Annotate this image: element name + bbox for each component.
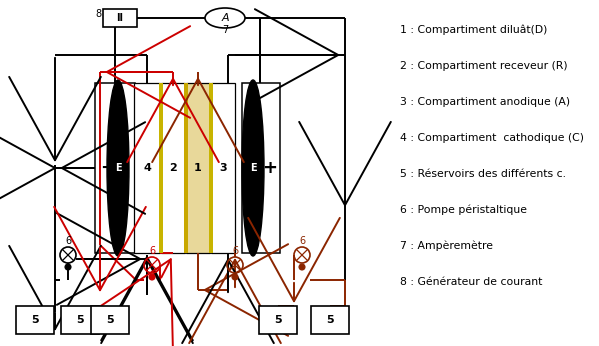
Text: 5: 5 bbox=[106, 315, 114, 325]
Text: 7 : Ampèremètre: 7 : Ampèremètre bbox=[400, 241, 493, 251]
Text: E: E bbox=[114, 163, 122, 173]
Text: 2: 2 bbox=[169, 163, 177, 173]
Bar bbox=[103, 9, 137, 27]
Circle shape bbox=[232, 274, 238, 280]
Text: II: II bbox=[116, 13, 123, 23]
Text: 5: 5 bbox=[31, 315, 39, 325]
Text: 6 : Pompe péristaltique: 6 : Pompe péristaltique bbox=[400, 205, 527, 215]
Ellipse shape bbox=[205, 8, 245, 28]
Text: 4: 4 bbox=[143, 163, 151, 173]
Bar bbox=[95, 83, 135, 253]
Text: 6: 6 bbox=[299, 236, 305, 246]
Ellipse shape bbox=[242, 80, 264, 256]
Text: 5: 5 bbox=[76, 315, 84, 325]
Text: 5: 5 bbox=[274, 315, 282, 325]
Text: 2 : Compartiment receveur (R): 2 : Compartiment receveur (R) bbox=[400, 61, 568, 71]
Circle shape bbox=[65, 264, 71, 270]
Ellipse shape bbox=[107, 80, 129, 256]
Text: 8 : Générateur de courant: 8 : Générateur de courant bbox=[400, 277, 542, 287]
Text: 6: 6 bbox=[149, 246, 155, 256]
Text: 5: 5 bbox=[326, 315, 334, 325]
Text: 5 : Réservoirs des différents c.: 5 : Réservoirs des différents c. bbox=[400, 169, 566, 179]
Text: 7: 7 bbox=[222, 25, 228, 35]
Bar bbox=[184, 83, 188, 253]
Text: 6: 6 bbox=[232, 246, 238, 256]
Text: 1 : Compartiment diluât(D): 1 : Compartiment diluât(D) bbox=[400, 25, 547, 35]
Bar bbox=[161, 83, 185, 253]
Bar bbox=[61, 306, 99, 334]
Circle shape bbox=[299, 264, 305, 270]
Bar bbox=[259, 306, 297, 334]
Bar bbox=[16, 306, 54, 334]
Bar bbox=[211, 83, 235, 253]
Text: 8: 8 bbox=[95, 9, 101, 19]
Text: −: − bbox=[100, 159, 115, 177]
Bar bbox=[242, 83, 280, 253]
Text: 6: 6 bbox=[65, 236, 71, 246]
Circle shape bbox=[149, 274, 155, 280]
Text: +: + bbox=[262, 159, 277, 177]
Bar bbox=[134, 83, 160, 253]
Text: 1: 1 bbox=[194, 163, 202, 173]
Bar bbox=[311, 306, 349, 334]
Bar bbox=[186, 83, 210, 253]
Bar bbox=[91, 306, 129, 334]
Text: E: E bbox=[250, 163, 256, 173]
Bar bbox=[159, 83, 163, 253]
Text: A: A bbox=[221, 13, 229, 23]
Text: 3 : Compartiment anodique (A): 3 : Compartiment anodique (A) bbox=[400, 97, 570, 107]
Text: 4 : Compartiment  cathodique (C): 4 : Compartiment cathodique (C) bbox=[400, 133, 584, 143]
Bar bbox=[209, 83, 213, 253]
Text: 3: 3 bbox=[219, 163, 227, 173]
